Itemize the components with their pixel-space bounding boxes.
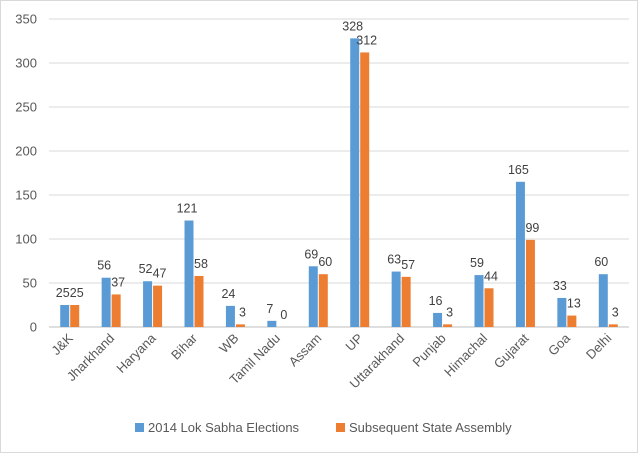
data-label: 69 [304, 247, 318, 261]
bar-lok-sabha [515, 181, 525, 327]
x-tick-label: UP [342, 331, 365, 354]
x-tick-label: Punjab [409, 331, 448, 370]
x-tick-label: WB [216, 331, 241, 356]
data-label: 165 [508, 163, 529, 177]
bar-state-assembly [608, 324, 618, 327]
bar-state-assembly [567, 315, 577, 327]
bar-lok-sabha [60, 305, 70, 327]
bar-state-assembly [525, 239, 535, 327]
data-label: 3 [612, 305, 619, 319]
bar-lok-sabha [350, 38, 360, 328]
legend-entry: Subsequent State Assembly [349, 420, 512, 435]
legend-swatch [135, 423, 144, 432]
data-label: 44 [484, 269, 498, 283]
bar-lok-sabha [308, 266, 318, 327]
bar-state-assembly [484, 288, 494, 327]
data-label: 3 [446, 305, 453, 319]
data-label: 99 [525, 221, 539, 235]
data-label: 56 [97, 259, 111, 273]
bar-state-assembly [153, 285, 163, 327]
y-tick-label: 200 [15, 144, 37, 159]
data-label: 328 [342, 19, 363, 33]
bar-state-assembly [194, 275, 204, 327]
bar-lok-sabha [184, 220, 194, 327]
x-tick-label: Bihar [168, 330, 201, 363]
bar-state-assembly [235, 324, 245, 327]
data-label: 57 [401, 258, 415, 272]
bar-state-assembly [70, 305, 80, 327]
x-tick-label: Haryana [113, 330, 159, 376]
data-label: 3 [239, 305, 246, 319]
bar-lok-sabha [143, 281, 153, 327]
y-tick-label: 250 [15, 100, 37, 115]
bars [60, 38, 618, 328]
data-label: 60 [594, 255, 608, 269]
data-label: 0 [280, 308, 287, 322]
data-label: 25 [70, 286, 84, 300]
bar-lok-sabha [598, 274, 608, 327]
y-tick-label: 100 [15, 232, 37, 247]
bar-lok-sabha [267, 320, 277, 327]
data-label: 33 [553, 279, 567, 293]
bar-lok-sabha [557, 297, 567, 327]
data-label: 13 [567, 297, 581, 311]
data-label: 25 [56, 286, 70, 300]
y-tick-label: 0 [30, 320, 37, 335]
x-tick-label: Assam [286, 331, 325, 370]
bar-lok-sabha [474, 275, 484, 327]
y-tick-label: 50 [23, 276, 37, 291]
bar-state-assembly [360, 52, 370, 327]
x-tick-label: Gujarat [491, 330, 532, 371]
legend-entry: 2014 Lok Sabha Elections [148, 420, 300, 435]
x-tick-label: J&K [48, 330, 76, 358]
data-label: 47 [153, 267, 167, 281]
data-label: 16 [429, 294, 443, 308]
bar-lok-sabha [391, 271, 401, 327]
legend-swatch [336, 423, 345, 432]
gridlines [49, 18, 629, 328]
bar-state-assembly [318, 274, 328, 327]
bar-lok-sabha [433, 312, 443, 327]
data-label: 52 [139, 262, 153, 276]
data-label: 24 [221, 287, 235, 301]
bar-lok-sabha [101, 277, 111, 327]
data-label: 312 [356, 33, 377, 47]
y-tick-label: 300 [15, 56, 37, 71]
data-label: 7 [266, 302, 273, 316]
y-axis-ticks: 0 50 100 150 200 250 300 350 [15, 12, 37, 335]
data-label: 59 [470, 256, 484, 270]
bar-state-assembly [401, 276, 411, 327]
legend: 2014 Lok Sabha Elections Subsequent State… [135, 420, 512, 435]
data-label: 60 [318, 255, 332, 269]
data-label: 121 [177, 202, 198, 216]
x-tick-label: Goa [545, 330, 574, 359]
y-tick-label: 150 [15, 188, 37, 203]
bar-state-assembly [443, 324, 453, 327]
x-tick-label: Delhi [583, 330, 615, 362]
data-label: 37 [111, 275, 125, 289]
data-label: 63 [387, 253, 401, 267]
x-tick-label: Himachal [441, 330, 490, 379]
data-label: 58 [194, 257, 208, 271]
bar-lok-sabha [225, 305, 235, 327]
bar-state-assembly [111, 294, 121, 327]
y-tick-label: 350 [15, 12, 37, 27]
